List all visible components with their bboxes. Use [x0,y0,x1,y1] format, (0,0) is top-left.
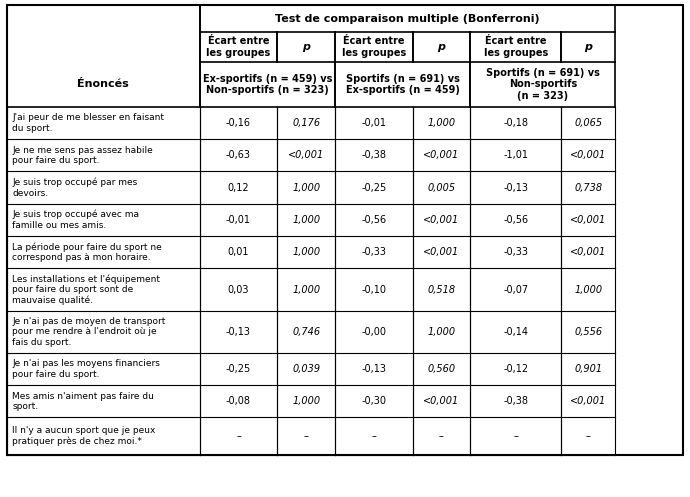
Text: -0,13: -0,13 [503,182,529,193]
Text: -1,01: -1,01 [503,150,529,161]
Text: Il n'y a aucun sport que je peux
pratiquer près de chez moi.*: Il n'y a aucun sport que je peux pratiqu… [12,426,156,446]
Text: -0,07: -0,07 [503,284,529,295]
Text: –: – [586,431,591,441]
Text: 0,901: 0,901 [574,364,602,374]
Text: –: – [371,431,376,441]
Text: Écart entre
les groupes: Écart entre les groupes [206,36,270,58]
Text: Écart entre
les groupes: Écart entre les groupes [484,36,548,58]
Text: <0,001: <0,001 [423,247,460,257]
Text: 1,000: 1,000 [292,396,320,407]
Text: -0,18: -0,18 [503,118,529,128]
Text: –: – [236,431,241,441]
Text: -0,56: -0,56 [503,215,529,225]
Text: 1,000: 1,000 [292,215,320,225]
Text: –: – [513,431,518,441]
Text: Énoncés: Énoncés [77,80,129,89]
Text: 0,176: 0,176 [292,118,320,128]
Text: –: – [304,431,308,441]
Text: 1,000: 1,000 [292,247,320,257]
Text: <0,001: <0,001 [571,396,607,407]
Text: 1,000: 1,000 [292,284,320,295]
Text: -0,16: -0,16 [226,118,251,128]
Text: <0,001: <0,001 [423,150,460,161]
Text: La période pour faire du sport ne
correspond pas à mon horaire.: La période pour faire du sport ne corres… [12,242,162,262]
Text: -0,13: -0,13 [226,327,251,337]
Text: -0,10: -0,10 [362,284,386,295]
Text: 0,12: 0,12 [228,182,249,193]
Text: <0,001: <0,001 [423,215,460,225]
Text: 0,039: 0,039 [292,364,320,374]
Text: Ex-sportifs (n = 459) vs
Non-sportifs (n = 323): Ex-sportifs (n = 459) vs Non-sportifs (n… [203,74,332,95]
Text: 0,746: 0,746 [292,327,320,337]
Text: p: p [584,42,593,52]
Text: Je suis trop occupé par mes
devoirs.: Je suis trop occupé par mes devoirs. [12,177,138,198]
Text: 1,000: 1,000 [427,118,455,128]
Text: <0,001: <0,001 [571,150,607,161]
Text: -0,01: -0,01 [226,215,251,225]
Text: <0,001: <0,001 [288,150,324,161]
Text: 0,03: 0,03 [228,284,249,295]
Text: Sportifs (n = 691) vs
Ex-sportifs (n = 459): Sportifs (n = 691) vs Ex-sportifs (n = 4… [346,74,460,95]
Text: -0,01: -0,01 [362,118,386,128]
Text: Je n'ai pas les moyens financiers
pour faire du sport.: Je n'ai pas les moyens financiers pour f… [12,359,160,379]
Text: 0,518: 0,518 [427,284,455,295]
Text: Les installations et l'équipement
pour faire du sport sont de
mauvaise qualité.: Les installations et l'équipement pour f… [12,274,160,305]
Text: 1,000: 1,000 [427,327,455,337]
Text: 0,560: 0,560 [427,364,455,374]
Text: Je ne me sens pas assez habile
pour faire du sport.: Je ne me sens pas assez habile pour fair… [12,146,153,165]
Text: -0,38: -0,38 [362,150,386,161]
Text: -0,33: -0,33 [503,247,529,257]
Text: 0,065: 0,065 [574,118,602,128]
Text: 0,005: 0,005 [427,182,455,193]
Text: <0,001: <0,001 [571,215,607,225]
Text: –: – [439,431,444,441]
Text: 0,556: 0,556 [574,327,602,337]
Text: -0,25: -0,25 [226,364,251,374]
Text: -0,13: -0,13 [362,364,386,374]
Text: 0,738: 0,738 [574,182,602,193]
Text: <0,001: <0,001 [571,247,607,257]
Text: Écart entre
les groupes: Écart entre les groupes [342,36,406,58]
Text: -0,12: -0,12 [503,364,529,374]
Text: -0,00: -0,00 [362,327,386,337]
Text: -0,63: -0,63 [226,150,251,161]
Text: -0,08: -0,08 [226,396,251,407]
Text: 1,000: 1,000 [292,182,320,193]
Text: p: p [302,42,310,52]
Text: 0,01: 0,01 [228,247,249,257]
Text: -0,14: -0,14 [503,327,529,337]
Text: <0,001: <0,001 [423,396,460,407]
Text: -0,38: -0,38 [503,396,529,407]
Text: p: p [437,42,445,52]
Text: 1,000: 1,000 [574,284,602,295]
Text: -0,56: -0,56 [361,215,386,225]
Text: -0,33: -0,33 [362,247,386,257]
Text: -0,30: -0,30 [362,396,386,407]
Text: Je n'ai pas de moyen de transport
pour me rendre à l'endroit où je
fais du sport: Je n'ai pas de moyen de transport pour m… [12,317,166,346]
Text: J'ai peur de me blesser en faisant
du sport.: J'ai peur de me blesser en faisant du sp… [12,113,164,133]
Text: Test de comparaison multiple (Bonferroni): Test de comparaison multiple (Bonferroni… [275,13,540,24]
Text: Mes amis n'aiment pas faire du
sport.: Mes amis n'aiment pas faire du sport. [12,392,155,411]
Text: -0,25: -0,25 [361,182,386,193]
Text: Sportifs (n = 691) vs
Non-sportifs
(n = 323): Sportifs (n = 691) vs Non-sportifs (n = … [486,68,600,101]
Text: Je suis trop occupé avec ma
famille ou mes amis.: Je suis trop occupé avec ma famille ou m… [12,210,139,230]
